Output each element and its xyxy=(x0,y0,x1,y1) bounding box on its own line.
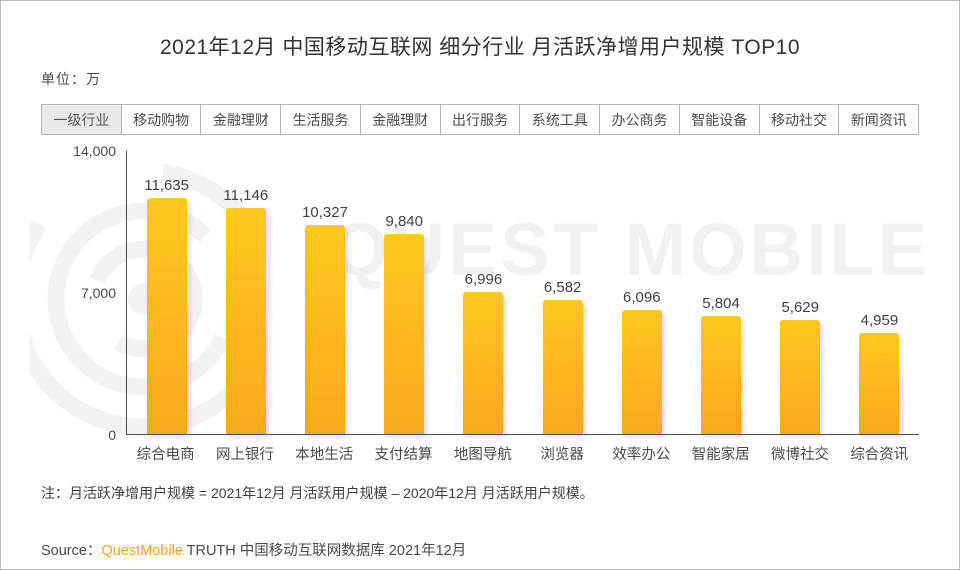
bar-value-label: 9,840 xyxy=(385,213,423,230)
questmobile-text-watermark: QUEST MOBILE xyxy=(331,208,931,291)
x-axis-labels: 综合电商 网上银行 本地生活 支付结算 地图导航 浏览器 效率办公 智能家居 微博社交 综合资讯 xyxy=(126,443,919,464)
bar-微博社交 xyxy=(780,320,821,434)
source-line: Source：QuestMobile TRUTH 中国移动互联网数据库 2021… xyxy=(41,539,466,560)
unit-label: 单位：万 xyxy=(41,71,101,87)
bar-效率办公 xyxy=(621,310,662,434)
industry-cell-8: 移动社交 xyxy=(758,104,840,135)
x-axis-label: 综合资讯 xyxy=(850,447,909,463)
bar-slot: 11,146 xyxy=(206,187,285,434)
industry-row-header: 一级行业 xyxy=(41,104,122,135)
bar-slot: 4,959 xyxy=(840,312,919,434)
x-axis-label: 地图导航 xyxy=(453,447,512,463)
page-title: 2021年12月 中国移动互联网 细分行业 月活跃净增用户规模 TOP10 xyxy=(159,36,801,59)
bar-value-label: 5,629 xyxy=(781,299,819,316)
x-axis-label: 浏览器 xyxy=(540,447,584,463)
industry-cell-9: 新闻资讯 xyxy=(838,104,920,135)
x-axis-label: 智能家居 xyxy=(691,447,750,463)
source-prefix: Source： xyxy=(41,543,102,559)
bar-value-label: 10,327 xyxy=(302,204,348,221)
bar-value-label: 6,582 xyxy=(543,279,582,296)
industry-cell-2: 生活服务 xyxy=(280,104,361,135)
bar-slot: 5,804 xyxy=(681,295,760,434)
y-tick-label: 7,000 xyxy=(80,285,116,301)
bar-综合资讯 xyxy=(859,333,900,434)
x-axis-label: 网上银行 xyxy=(215,447,274,463)
bar-支付结算 xyxy=(384,234,425,434)
industry-cell-3: 金融理财 xyxy=(359,104,441,135)
bar-综合电商 xyxy=(146,198,187,434)
bar-智能家居 xyxy=(701,316,742,434)
bar-slot: 10,327 xyxy=(285,204,364,434)
industry-cell-7: 智能设备 xyxy=(678,104,760,135)
x-axis-label: 微博社交 xyxy=(771,447,830,463)
bar-slot: 6,582 xyxy=(523,279,602,434)
bar-slot: 6,996 xyxy=(444,271,523,434)
bar-value-label: 11,146 xyxy=(223,187,269,204)
x-axis-label: 支付结算 xyxy=(374,447,433,463)
x-axis-label: 综合电商 xyxy=(136,447,195,463)
industry-cell-0: 移动购物 xyxy=(120,104,202,135)
footnote: 注：月活跃净增用户规模 = 2021年12月 月活跃用户规模 – 2020年12… xyxy=(41,485,594,501)
bar-slot: 5,629 xyxy=(761,299,840,434)
industry-cell-1: 金融理财 xyxy=(200,104,282,135)
industry-cell-5: 系统工具 xyxy=(519,104,601,135)
bar-value-label: 11,635 xyxy=(144,177,189,194)
bar-网上银行 xyxy=(225,208,266,434)
plot-area: 11,635 11,146 10,327 9,840 6,996 6,582 6,096 5,… xyxy=(126,151,919,435)
industry-category-row: 一级行业 移动购物 金融理财 生活服务 金融理财 出行服务 系统工具 办公商务 智能设备 移动社交… xyxy=(41,104,920,135)
bar-浏览器 xyxy=(542,300,583,434)
source-suffix: TRUTH 中国移动互联网数据库 2021年12月 xyxy=(182,543,467,559)
x-axis-label: 效率办公 xyxy=(612,447,671,463)
source-brand: QuestMobile xyxy=(101,543,183,559)
industry-cell-6: 办公商务 xyxy=(599,104,680,135)
y-tick-label: 0 xyxy=(108,427,116,443)
industry-cell-4: 出行服务 xyxy=(439,104,521,135)
bars-container: 11,635 11,146 10,327 9,840 6,996 6,582 6,096 5,… xyxy=(127,151,919,434)
bar-value-label: 5,804 xyxy=(702,295,740,312)
bar-slot: 6,096 xyxy=(602,289,681,434)
bar-slot: 11,635 xyxy=(127,177,206,434)
bar-value-label: 4,959 xyxy=(860,312,899,329)
bar-slot: 9,840 xyxy=(365,213,444,434)
bar-地图导航 xyxy=(463,292,504,434)
bar-value-label: 6,096 xyxy=(623,289,661,306)
bar-value-label: 6,996 xyxy=(464,271,503,288)
y-tick-label: 14,000 xyxy=(73,143,116,159)
x-axis-label: 本地生活 xyxy=(295,447,354,463)
bar-本地生活 xyxy=(305,225,345,434)
